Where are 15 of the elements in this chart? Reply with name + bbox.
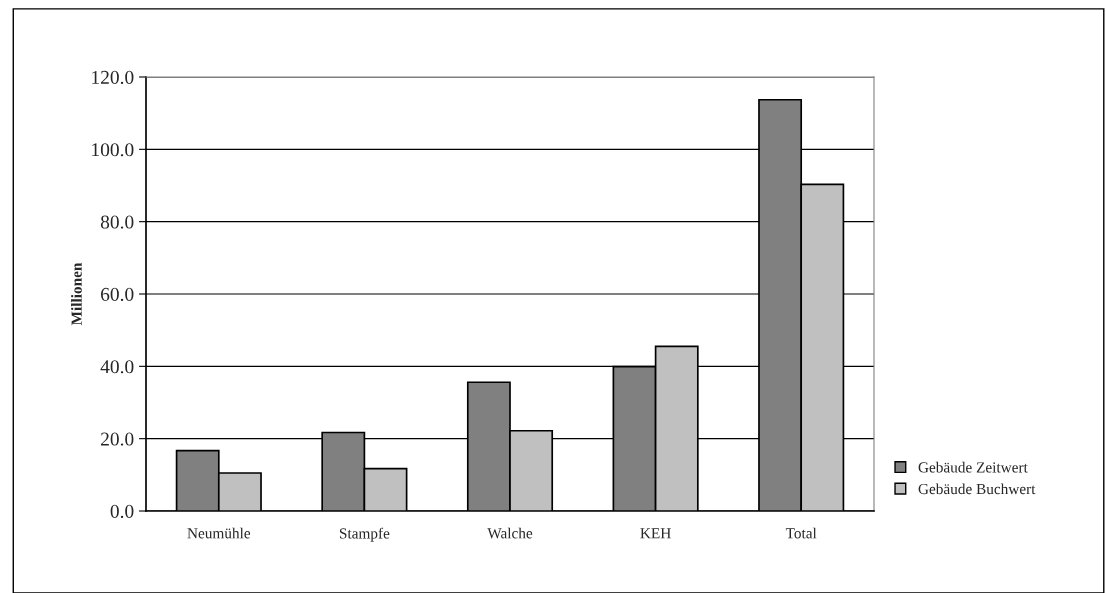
x-tick-label: Walche bbox=[487, 527, 533, 539]
y-tick-label: 40.0 bbox=[100, 360, 134, 374]
y-tick-label: 80.0 bbox=[100, 215, 134, 229]
x-tick-label: Stampfe bbox=[339, 527, 390, 542]
legend-label: Gebäude Zeitwert bbox=[918, 461, 1028, 473]
y-tick-label: 60.0 bbox=[101, 287, 134, 302]
y-axis-title: Millionen bbox=[71, 262, 82, 326]
y-tick-label: 120.0 bbox=[92, 70, 134, 85]
x-tick-label: Total bbox=[785, 527, 817, 539]
y-tick-label: 20.0 bbox=[101, 432, 134, 446]
x-tick-label: KEH bbox=[640, 528, 671, 539]
y-tick-label: 0.0 bbox=[110, 504, 134, 519]
x-tick-label: Neumühle bbox=[187, 527, 251, 539]
y-tick-label: 100.0 bbox=[92, 143, 134, 157]
legend-label: Gebäude Buchwert bbox=[918, 483, 1036, 495]
